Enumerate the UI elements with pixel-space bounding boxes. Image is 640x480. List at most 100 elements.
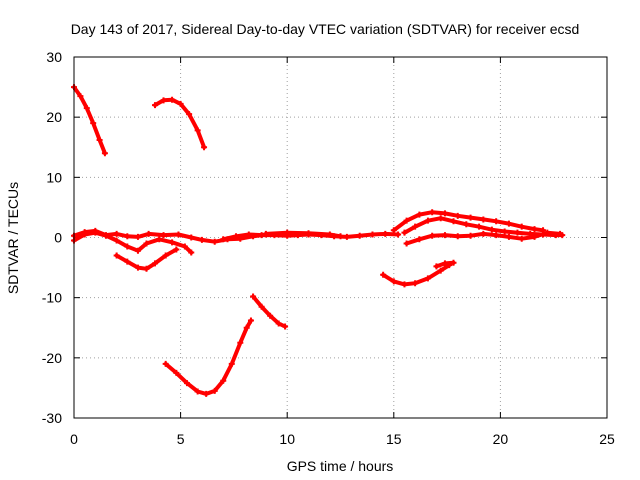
- data-point: [96, 137, 103, 144]
- data-point: [175, 231, 182, 238]
- series-line: [153, 97, 207, 150]
- data-point: [160, 232, 167, 239]
- data-point: [81, 229, 88, 236]
- x-tick-label: 0: [70, 431, 78, 447]
- data-point: [467, 232, 474, 239]
- data-point: [198, 236, 205, 243]
- data-point: [356, 232, 363, 239]
- data-point: [160, 97, 167, 104]
- data-point: [437, 215, 444, 222]
- data-point: [531, 226, 538, 233]
- data-point: [284, 229, 291, 236]
- data-point: [92, 227, 99, 234]
- x-tick-label: 15: [386, 431, 402, 447]
- data-point: [102, 232, 109, 239]
- y-tick-label: 0: [54, 230, 62, 246]
- data-point: [343, 233, 350, 240]
- series-arc-10: [403, 229, 564, 247]
- data-point: [441, 210, 448, 217]
- data-point: [145, 230, 152, 237]
- series-arc-7: [262, 229, 344, 240]
- y-tick-label: 30: [46, 49, 62, 65]
- data-point: [124, 258, 131, 265]
- data-point: [173, 246, 180, 253]
- data-point: [143, 240, 150, 247]
- data-point: [424, 217, 431, 224]
- y-axis-label: SDTVAR / TECUs: [5, 182, 21, 294]
- data-point: [441, 232, 448, 239]
- data-point: [493, 218, 500, 225]
- data-point: [188, 249, 195, 256]
- data-point: [169, 239, 176, 246]
- chart-title: Day 143 of 2017, Sidereal Day-to-day VTE…: [71, 21, 580, 37]
- data-point: [162, 252, 169, 259]
- data-point: [113, 230, 120, 237]
- data-point: [211, 387, 218, 394]
- y-tick-label: -20: [42, 350, 62, 366]
- data-point: [480, 230, 487, 237]
- data-point: [326, 231, 333, 238]
- data-point: [275, 320, 282, 327]
- data-point: [437, 267, 444, 274]
- data-point: [169, 96, 176, 103]
- data-point: [454, 233, 461, 240]
- data-point: [243, 324, 250, 331]
- data-point: [134, 264, 141, 271]
- data-point: [463, 221, 470, 228]
- data-point: [476, 223, 483, 230]
- data-point: [454, 212, 461, 219]
- data-point: [450, 218, 457, 225]
- series-arc-8: [390, 209, 547, 234]
- data-point: [267, 312, 274, 319]
- data-point: [403, 217, 410, 224]
- data-point: [250, 293, 257, 300]
- data-point: [134, 233, 141, 240]
- data-point: [258, 232, 265, 239]
- series-arc-14: [250, 293, 289, 330]
- series-arc-1: [71, 84, 108, 157]
- data-point: [247, 317, 254, 324]
- data-series: [71, 84, 566, 397]
- x-axis-label: GPS time / hours: [287, 458, 394, 474]
- data-point: [441, 260, 448, 267]
- data-point: [514, 229, 521, 236]
- data-point: [531, 233, 538, 240]
- data-point: [382, 230, 389, 237]
- data-point: [101, 150, 108, 157]
- data-point: [390, 278, 397, 285]
- x-tick-label: 20: [493, 431, 509, 447]
- data-point: [544, 229, 551, 236]
- data-point: [134, 247, 141, 254]
- data-point: [90, 120, 97, 127]
- data-point: [282, 323, 289, 330]
- data-point: [450, 259, 457, 266]
- data-point: [518, 235, 525, 242]
- data-point: [188, 234, 195, 241]
- series-arc-12: [433, 259, 457, 270]
- data-point: [152, 260, 159, 267]
- data-point: [412, 223, 419, 230]
- y-tick-label: -30: [42, 410, 62, 426]
- y-tick-labels: -30 -20 -10 0 10 20 30: [42, 49, 62, 426]
- data-point: [480, 216, 487, 223]
- series-arc-11: [380, 262, 453, 288]
- data-point: [416, 236, 423, 243]
- y-tick-label: 10: [46, 169, 62, 185]
- x-tick-label: 25: [599, 431, 615, 447]
- data-point: [124, 243, 131, 250]
- data-point: [505, 220, 512, 227]
- data-point: [211, 238, 218, 245]
- data-point: [380, 271, 387, 278]
- data-point: [258, 303, 265, 310]
- data-point: [424, 275, 431, 282]
- data-point: [390, 227, 397, 234]
- data-point: [305, 230, 312, 237]
- data-point: [183, 380, 190, 387]
- data-point: [113, 252, 120, 259]
- plot-frame: [73, 56, 608, 419]
- data-point: [186, 111, 193, 118]
- data-point: [505, 233, 512, 240]
- data-point: [395, 231, 402, 238]
- data-point: [77, 93, 84, 100]
- data-point: [488, 226, 495, 233]
